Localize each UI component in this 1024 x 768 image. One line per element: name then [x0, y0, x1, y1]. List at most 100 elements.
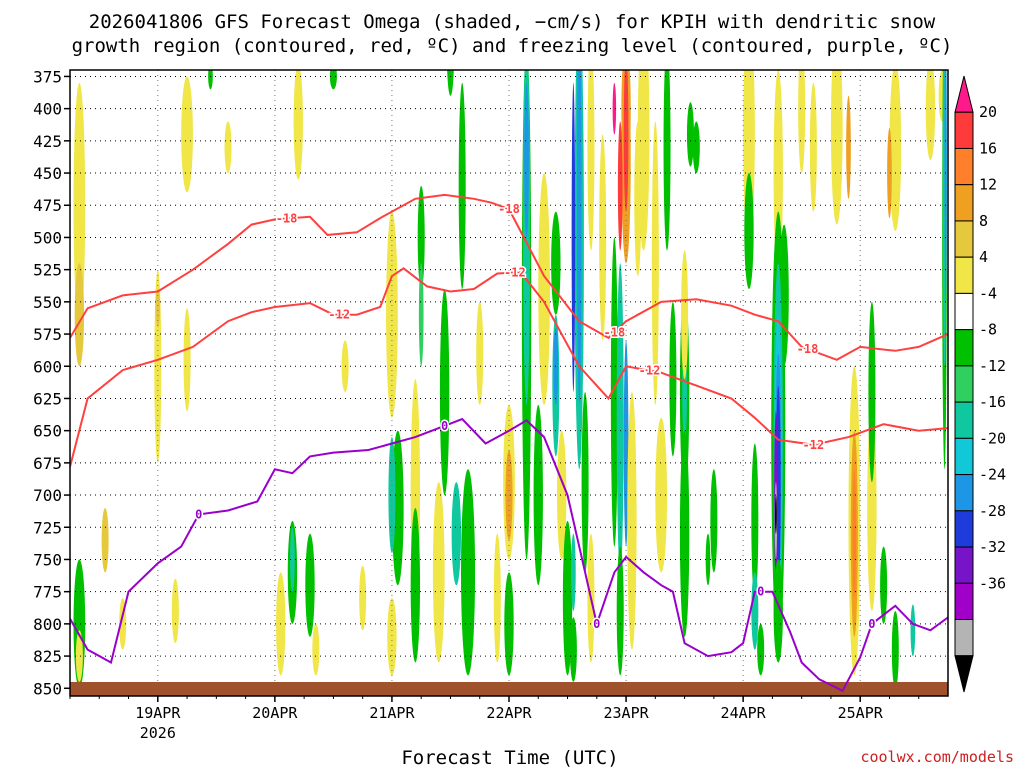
omega-cell-44	[533, 404, 543, 586]
omega-cell-43	[524, 82, 529, 238]
x-tick-label-4: 23APR	[603, 704, 649, 722]
colorbar-cap-bottom	[954, 655, 974, 693]
omega-cell-72	[617, 121, 623, 251]
y-tick-label-11: 650	[33, 422, 62, 441]
x-axis-title: Forecast Time (UTC)	[401, 747, 618, 768]
y-tick-label-7: 550	[33, 293, 62, 312]
omega-cell-9	[183, 308, 191, 412]
y-tick-label-17: 800	[33, 615, 62, 634]
omega-cell-66	[627, 392, 637, 650]
omega-cell-114	[891, 610, 899, 689]
omega-cell-87	[751, 443, 759, 599]
y-tick-label-8: 575	[33, 325, 62, 344]
omega-cell-16	[290, 527, 295, 592]
omega-cell-102	[798, 70, 806, 174]
x-axis: 19APR 20APR 21APR 22APR 23APR 24APR 25APR	[69, 696, 920, 722]
omega-cell-7	[155, 288, 161, 328]
colorbar-swatch-14	[954, 582, 974, 621]
omega-cell-82	[692, 121, 700, 174]
colorbar-swatch-6	[954, 292, 974, 331]
contour-label-5: -12	[504, 266, 526, 280]
y-tick-label-5: 500	[33, 228, 62, 247]
contour-label-0: -18	[276, 212, 298, 226]
y-tick-label-10: 625	[33, 389, 62, 408]
x-tick-label-2: 21APR	[369, 704, 415, 722]
colorbar-cap-top	[954, 75, 974, 113]
omega-cell-27	[417, 185, 425, 289]
y-tick-label-0: 375	[33, 67, 62, 86]
omega-cell-120	[944, 70, 947, 302]
colorbar-label-3: 8	[979, 212, 988, 230]
x-tick-label-0: 19APR	[135, 704, 181, 722]
y-tick-label-14: 725	[33, 518, 62, 537]
x-tick-label-6: 25APR	[838, 704, 884, 722]
contour-label-11: 0	[757, 585, 764, 599]
omega-cell-33	[447, 70, 454, 96]
omega-cell-113	[880, 546, 888, 624]
colorbar-swatch-8	[954, 365, 974, 403]
contour-line-0	[70, 417, 948, 693]
colorbar-swatch-13	[954, 546, 974, 584]
colorbar-swatch-2	[954, 147, 974, 186]
contour-lines: -18 -18 -18 -18 -12 -12 -12 -12 0 0 0 0 0	[70, 193, 948, 693]
omega-cell-35	[451, 482, 462, 586]
colorbar-swatch-1	[954, 111, 974, 149]
contour-label-2: -18	[604, 325, 626, 339]
omega-cell-29	[410, 507, 421, 663]
colorbar-swatch-7	[954, 329, 974, 367]
colorbar-label-7: -12	[979, 357, 1006, 375]
omega-cell-62	[623, 340, 629, 547]
omega-cell-31	[432, 482, 445, 663]
omega-cell-103	[809, 82, 817, 212]
y-tick-label-16: 775	[33, 583, 62, 602]
terrain-ground	[70, 682, 948, 696]
contour-label-4: -12	[328, 308, 350, 322]
omega-cell-21	[359, 565, 367, 631]
omega-cell-55	[581, 392, 589, 573]
x-axis-year-label: 2026	[140, 724, 176, 742]
contour-label-10: 0	[593, 617, 600, 631]
colorbar-swatch-9	[954, 401, 974, 439]
y-tick-label-9: 600	[33, 357, 62, 376]
omega-cell-68	[651, 121, 659, 405]
colorbar-label-2: 12	[979, 176, 997, 194]
contour-line--12	[70, 267, 948, 467]
x-tick-label-3: 22APR	[486, 704, 532, 722]
y-tick-label-15: 750	[33, 550, 62, 569]
omega-cell-1	[74, 263, 85, 367]
omega-cell-46	[551, 211, 561, 315]
colorbar-label-10: -24	[979, 466, 1006, 484]
omega-cell-49	[571, 533, 576, 611]
omega-cell-40	[504, 572, 514, 676]
y-tick-label-18: 825	[33, 647, 62, 666]
omega-cell-101	[757, 623, 765, 676]
omega-cell-36	[476, 301, 484, 405]
plot-area: -18 -18 -18 -18 -12 -12 -12 -12 0 0 0 0 0	[69, 69, 949, 697]
omega-cell-47	[556, 430, 567, 560]
omega-cell-84	[710, 469, 718, 573]
omega-cell-4	[101, 507, 109, 573]
y-tick-label-1: 400	[33, 100, 62, 119]
colorbar-swatch-11	[954, 474, 974, 512]
contour-label-7: -12	[803, 438, 825, 452]
omega-cell-76	[669, 301, 677, 457]
omega-cell-80	[679, 430, 690, 637]
colorbar-label-8: -16	[979, 393, 1006, 411]
omega-cell-17	[305, 533, 315, 637]
x-tick-label-1: 20APR	[252, 704, 298, 722]
omega-cell-3	[75, 630, 83, 682]
contour-line--18	[70, 193, 948, 361]
omega-cell-110	[889, 70, 902, 231]
y-tick-label-6: 525	[33, 261, 62, 280]
colorbar: 20 16 12 8 4 -4 -8 -12 -16 -20 -24 -28 -32 -36	[954, 75, 1006, 693]
colorbar-swatch-10	[954, 437, 974, 476]
colorbar-label-1: 16	[979, 139, 997, 157]
credit-label: coolwx.com/models	[860, 748, 1014, 766]
omega-cell-34	[461, 469, 476, 676]
colorbar-swatch-4	[954, 220, 974, 258]
omega-cell-0	[73, 82, 86, 328]
omega-cell-8	[181, 76, 193, 193]
omega-cell-28	[418, 263, 424, 367]
omega-cell-79	[681, 250, 689, 380]
